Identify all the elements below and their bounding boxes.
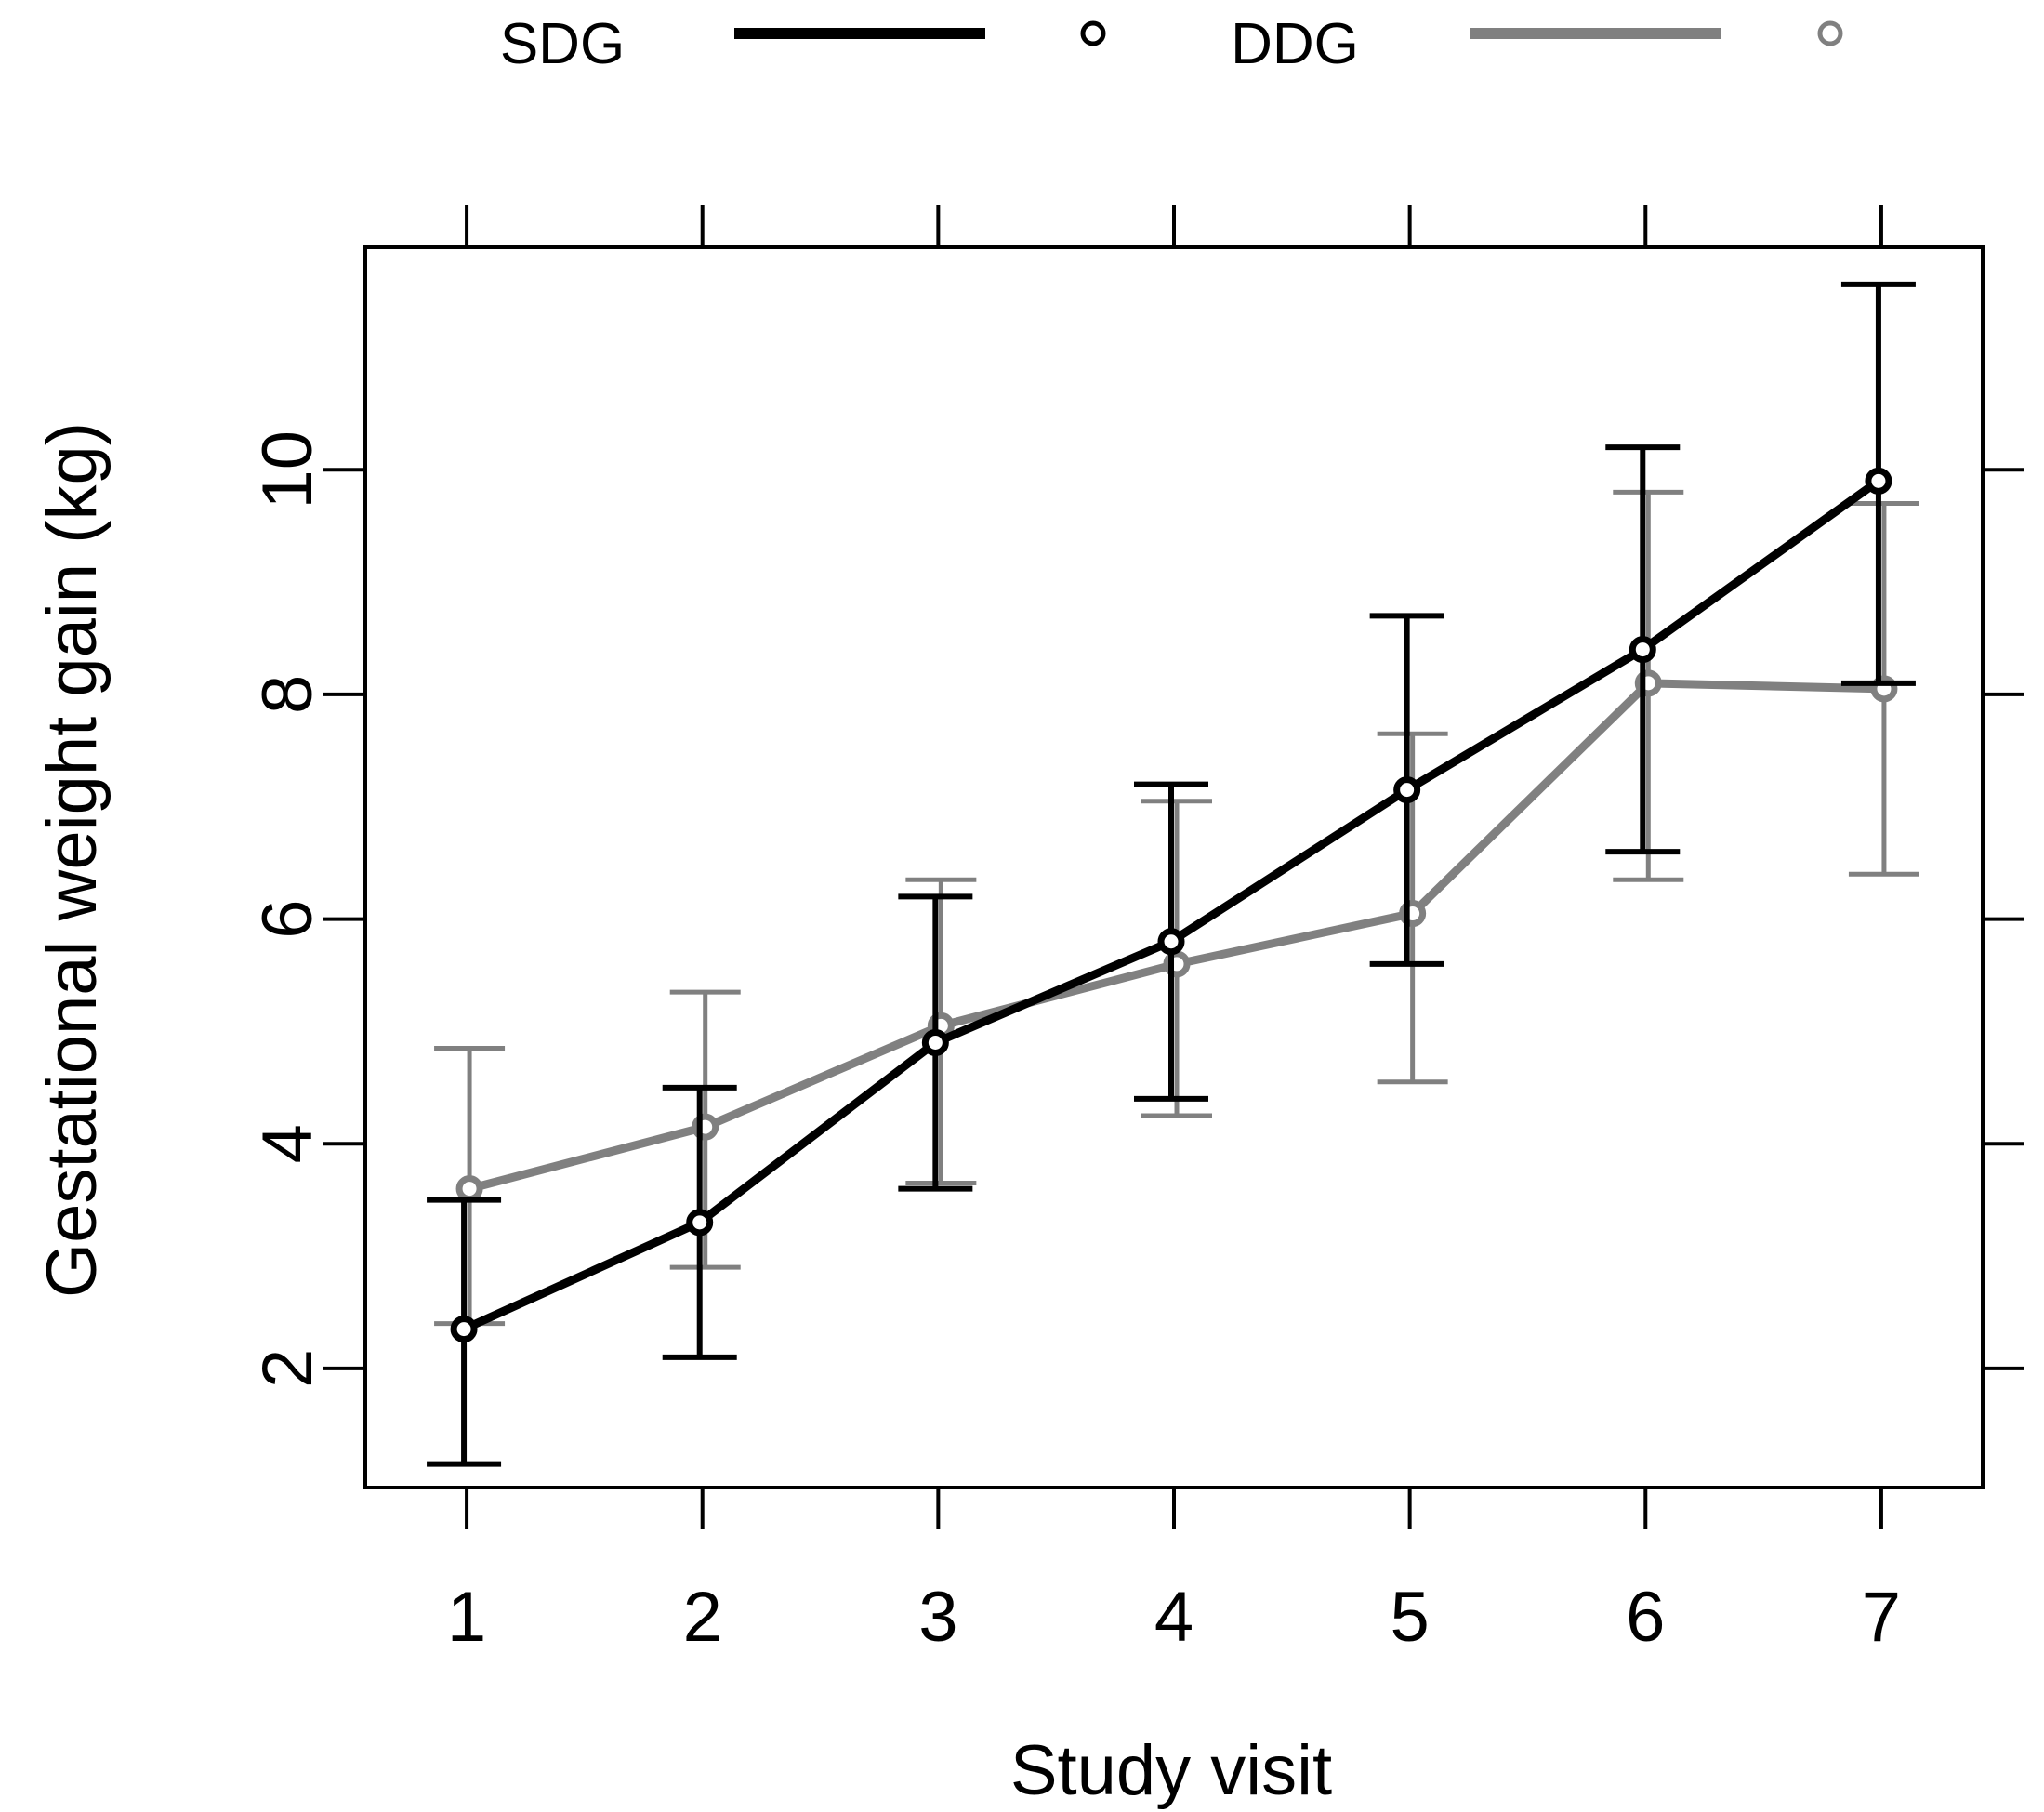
y-tick-label-4: 4 (248, 1124, 327, 1163)
legend-marker-ddg (1817, 20, 1843, 46)
x-tick-label-7: 7 (1862, 1578, 1901, 1657)
y-tick-label-6: 6 (248, 899, 327, 938)
point-sdg-4 (1157, 928, 1185, 956)
point-sdg-5 (1393, 776, 1421, 804)
point-sdg-7 (1865, 467, 1892, 495)
x-tick-label-3: 3 (918, 1578, 957, 1657)
y-tick-label-10: 10 (248, 430, 327, 509)
point-sdg-1 (450, 1316, 478, 1343)
legend: SDG DDG (500, 12, 1843, 76)
x-tick-label-6: 6 (1626, 1578, 1665, 1657)
series-layer (427, 281, 1919, 1467)
legend-marker-sdg (1080, 20, 1106, 46)
y-tick-label-8: 8 (248, 675, 327, 714)
y-axis-title: Gestational weight gain (kg) (33, 422, 112, 1298)
x-tick-label-2: 2 (683, 1578, 722, 1657)
series-sdg (427, 281, 1916, 1467)
x-tick-label-4: 4 (1154, 1578, 1193, 1657)
x-tick-label-1: 1 (447, 1578, 486, 1657)
point-sdg-2 (686, 1209, 714, 1237)
point-sdg-6 (1629, 636, 1656, 664)
y-tick-label-2: 2 (248, 1349, 327, 1388)
point-ddg-1 (455, 1175, 483, 1203)
point-sdg-3 (921, 1029, 949, 1056)
x-axis-title: Study visit (1010, 1731, 1332, 1810)
legend-label-ddg: DDG (1231, 12, 1359, 76)
legend-label-sdg: SDG (500, 12, 625, 76)
series-ddg (434, 489, 1919, 1327)
x-tick-label-5: 5 (1391, 1578, 1430, 1657)
axes: 1 2 3 4 5 6 7 2 4 6 8 10 (248, 205, 2024, 1657)
